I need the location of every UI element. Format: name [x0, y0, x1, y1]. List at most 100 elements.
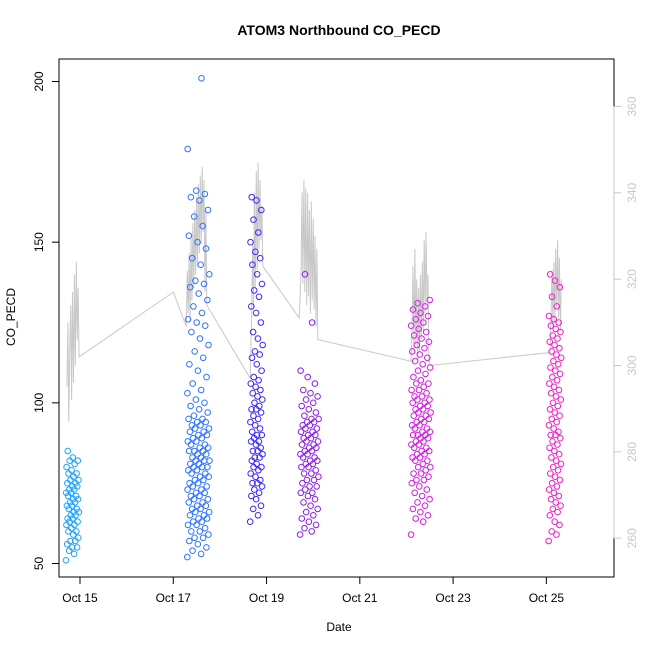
data-point — [551, 277, 559, 285]
data-point — [310, 441, 317, 448]
data-point — [256, 425, 264, 432]
data-point — [254, 415, 262, 423]
data-point — [205, 473, 212, 481]
y-tick-label: 100 — [32, 393, 46, 413]
data-point — [190, 213, 198, 220]
data-point — [187, 460, 194, 468]
data-point — [255, 377, 262, 384]
data-point — [302, 508, 310, 516]
data-point — [424, 512, 432, 519]
data-point — [249, 328, 257, 336]
data-point — [557, 396, 565, 403]
data-point — [191, 534, 198, 542]
data-point — [190, 495, 198, 503]
data-point — [205, 531, 212, 538]
data-point — [546, 444, 553, 452]
data-point — [312, 521, 320, 529]
right-y-tick-label: 340 — [625, 182, 639, 202]
data-point — [188, 470, 195, 477]
data-point — [253, 361, 261, 368]
data-point — [258, 367, 265, 375]
data-point — [545, 312, 553, 320]
data-point — [554, 441, 561, 448]
series-4 — [296, 271, 322, 538]
right-y-tick-label: 280 — [625, 441, 639, 461]
data-point — [206, 457, 213, 465]
data-point — [310, 476, 318, 484]
data-point — [425, 380, 432, 387]
data-point — [409, 454, 416, 461]
data-point — [549, 463, 557, 471]
data-point — [301, 486, 309, 493]
data-point — [297, 450, 304, 458]
data-point — [300, 470, 308, 477]
data-point — [297, 489, 305, 497]
data-point — [554, 508, 561, 516]
data-point — [417, 377, 425, 384]
data-point — [201, 489, 208, 497]
data-point — [554, 335, 561, 342]
data-point — [547, 389, 555, 397]
data-point — [552, 499, 560, 506]
secondary-trace-line — [66, 162, 562, 422]
data-point — [196, 528, 204, 535]
data-point — [193, 319, 200, 326]
data-point — [314, 505, 322, 513]
data-point — [546, 512, 554, 519]
data-point — [202, 450, 210, 458]
y-axis-label: CO_PECD — [4, 288, 18, 346]
data-point — [189, 434, 197, 442]
data-point — [246, 518, 254, 526]
data-point — [196, 197, 203, 204]
data-point — [549, 438, 556, 445]
data-point — [418, 393, 426, 400]
data-point — [68, 467, 75, 474]
chart-title: ATOM3 Northbound CO_PECD — [237, 22, 440, 38]
data-point — [313, 425, 321, 432]
data-point — [298, 402, 306, 410]
data-point — [555, 450, 563, 458]
data-point — [258, 463, 265, 471]
data-point — [249, 261, 256, 269]
data-point — [256, 351, 264, 358]
data-point — [248, 492, 255, 500]
data-point — [301, 271, 309, 278]
data-point — [297, 428, 305, 436]
data-point — [197, 422, 204, 429]
data-point — [548, 479, 556, 487]
data-point — [302, 460, 310, 468]
data-point — [554, 402, 562, 410]
data-point — [185, 467, 192, 474]
data-point — [548, 293, 556, 301]
data-point — [552, 457, 560, 465]
data-point — [74, 483, 81, 490]
data-point — [203, 544, 210, 551]
data-point — [251, 399, 258, 407]
data-point — [186, 479, 193, 487]
series-5 — [407, 296, 434, 538]
data-point — [74, 518, 81, 526]
data-point — [258, 431, 266, 439]
data-point — [202, 418, 209, 426]
data-point — [557, 460, 565, 468]
data-point — [299, 422, 307, 429]
data-point — [256, 402, 263, 410]
data-point — [202, 245, 210, 252]
data-point — [307, 502, 314, 510]
data-point — [251, 422, 259, 429]
data-point — [189, 547, 196, 555]
data-point — [310, 512, 317, 519]
data-point — [200, 457, 208, 465]
data-point — [409, 399, 417, 407]
data-point — [189, 454, 196, 461]
data-point — [205, 425, 213, 432]
data-point — [190, 463, 197, 471]
data-point — [194, 479, 202, 487]
data-point — [191, 425, 199, 432]
data-point — [420, 319, 427, 326]
data-point — [427, 409, 434, 416]
data-point — [194, 367, 202, 375]
data-point — [410, 470, 417, 477]
y-tick-label: 50 — [32, 557, 46, 571]
data-point — [314, 438, 322, 445]
